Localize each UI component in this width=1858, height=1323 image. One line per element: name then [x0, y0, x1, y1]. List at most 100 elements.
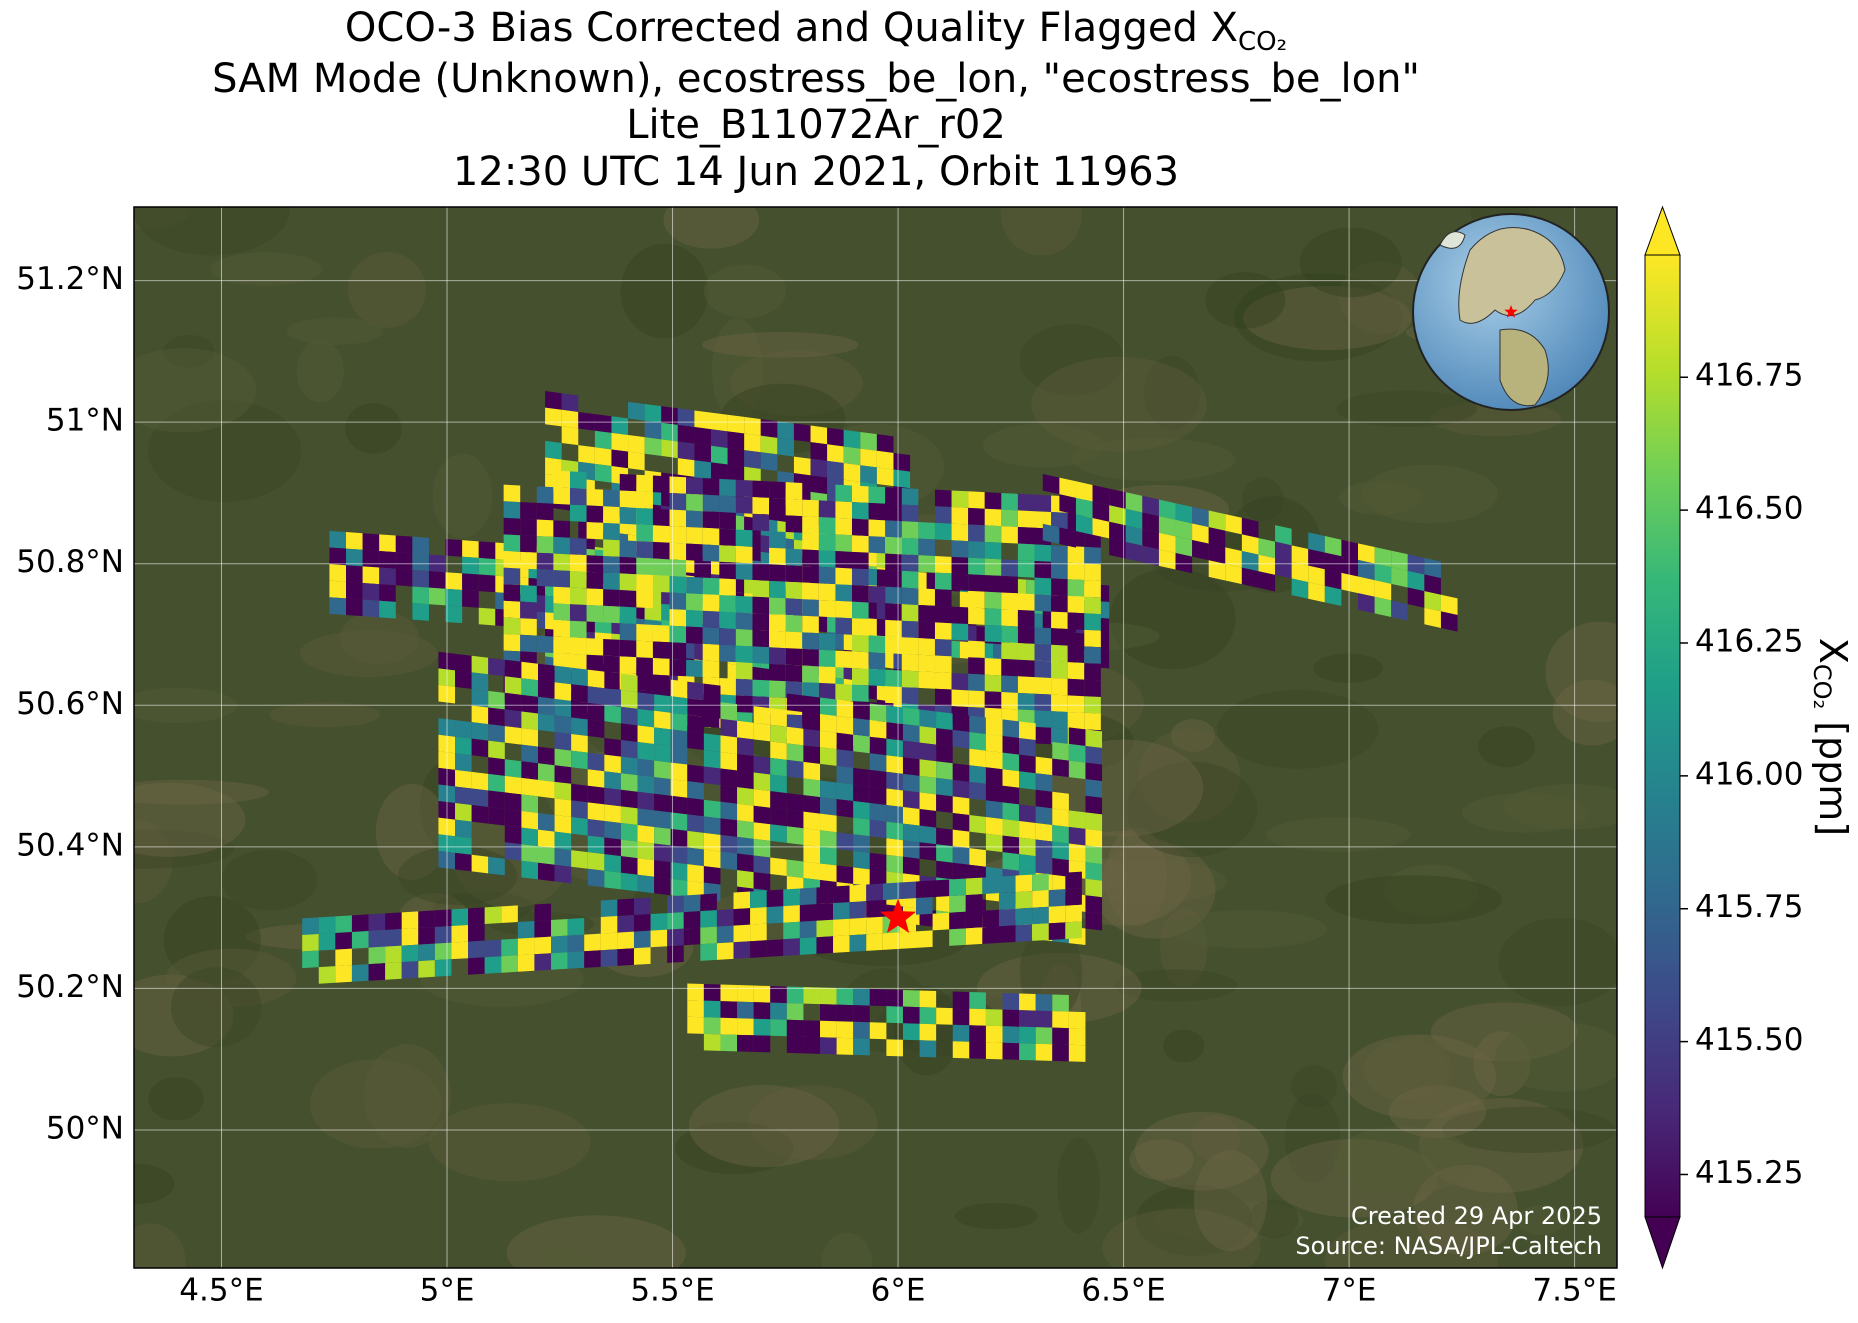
terrain-patch — [134, 819, 173, 904]
colorbar-body — [1645, 255, 1680, 1217]
swath-cell — [504, 759, 522, 778]
swath-cell — [553, 487, 570, 505]
swath-cell — [1001, 559, 1018, 577]
swath-cell — [852, 485, 869, 503]
swath-cell — [901, 670, 919, 688]
swath-cell — [637, 874, 655, 894]
swath-cell — [636, 657, 653, 675]
swath-cell — [820, 1037, 837, 1055]
swath-cell — [537, 696, 555, 716]
swath-cell — [520, 518, 537, 537]
swath-cell — [936, 728, 953, 747]
title-subscript: CO₂ — [1238, 27, 1287, 57]
swath-cell — [868, 502, 886, 521]
swath-cell — [554, 732, 572, 751]
swath-cell — [869, 803, 887, 822]
swath-cell — [569, 537, 587, 556]
swath-cell — [683, 927, 701, 946]
terrain-patch — [1102, 1208, 1261, 1268]
swath-cell — [1052, 758, 1069, 778]
swath-cell — [587, 785, 605, 805]
swath-cell — [853, 734, 870, 754]
title-line: OCO-3 Bias Corrected and Quality Flagged… — [345, 5, 1287, 57]
swath-cell — [428, 571, 446, 589]
swath-cell — [820, 813, 837, 833]
swath-cell — [835, 501, 853, 519]
swath-cell — [1407, 554, 1425, 575]
swath-cell — [1052, 874, 1069, 894]
swath-cell — [916, 897, 933, 915]
swath-cell — [586, 604, 604, 623]
terrain-patch — [269, 702, 381, 728]
swath-cell — [471, 738, 489, 758]
swath-cell — [401, 961, 419, 979]
swath-cell — [346, 548, 363, 567]
swath-cell — [1015, 924, 1033, 942]
swath-cell — [853, 701, 870, 721]
swath-cell — [902, 757, 920, 776]
swath-cell — [603, 556, 620, 574]
terrain-patch — [1494, 1021, 1617, 1092]
swath-cell — [1067, 695, 1085, 713]
swath-cell — [503, 600, 521, 619]
swath-cell — [468, 907, 485, 926]
swath-cell — [1001, 492, 1018, 511]
terrain-patch — [134, 974, 234, 1057]
swath-cell — [827, 427, 844, 447]
swath-cell — [395, 568, 413, 587]
swath-cell — [952, 1041, 970, 1059]
swath-cell — [471, 722, 489, 741]
swath-cell — [520, 601, 537, 620]
swath-cell — [1051, 545, 1068, 563]
swath-cell — [1324, 569, 1342, 590]
swath-cell — [737, 753, 754, 773]
terrain-patch — [1382, 1035, 1453, 1105]
terrain-patch — [163, 334, 215, 368]
terrain-patch — [339, 610, 420, 664]
terrain-patch — [1000, 207, 1083, 256]
swath-cell — [1084, 712, 1101, 731]
swath-cell — [852, 634, 869, 653]
terrain-patch — [148, 400, 302, 503]
swath-cell — [769, 531, 786, 549]
swath-cell — [1092, 518, 1110, 539]
colorbar-tick-label: 415.25 — [1695, 1155, 1803, 1191]
swath-cell — [719, 578, 736, 596]
swath-cell — [521, 728, 538, 747]
swath-cell — [836, 1037, 854, 1055]
swath-cell — [1092, 484, 1110, 506]
terrain-patch — [955, 1202, 1038, 1230]
swath-cell — [934, 556, 952, 574]
swath-cell — [504, 692, 522, 712]
swath-cell — [1158, 549, 1176, 570]
swath-cell — [628, 401, 645, 421]
swath-cell — [769, 580, 786, 599]
terrain-patch — [1325, 875, 1502, 924]
swath-cell — [462, 556, 479, 575]
swath-cell — [936, 744, 953, 764]
swath-cell — [984, 591, 1002, 610]
swath-cell — [869, 1022, 887, 1040]
swath-cell — [677, 424, 695, 444]
swath-cell — [1324, 585, 1342, 607]
swath-cell — [835, 683, 853, 702]
swath-cell — [760, 435, 778, 455]
swath-cell — [936, 844, 953, 863]
swath-cell — [670, 828, 688, 848]
swath-cell — [520, 551, 537, 570]
swath-cell — [969, 781, 986, 801]
swath-cell — [451, 941, 469, 960]
swath-cell — [569, 604, 587, 622]
swath-cell — [968, 673, 985, 692]
footer-source: Source: NASA/JPL-Caltech — [1295, 1232, 1602, 1260]
swath-cell — [1019, 721, 1036, 741]
terrain-patch — [675, 1122, 794, 1175]
swath-cell — [503, 617, 521, 635]
swath-cell — [752, 580, 770, 598]
swath-cell — [934, 688, 952, 707]
swath-cell — [885, 586, 902, 605]
swath-cell — [1034, 544, 1052, 562]
swath-cell — [770, 774, 787, 794]
swath-cell — [902, 840, 920, 859]
swath-cell — [418, 910, 435, 928]
